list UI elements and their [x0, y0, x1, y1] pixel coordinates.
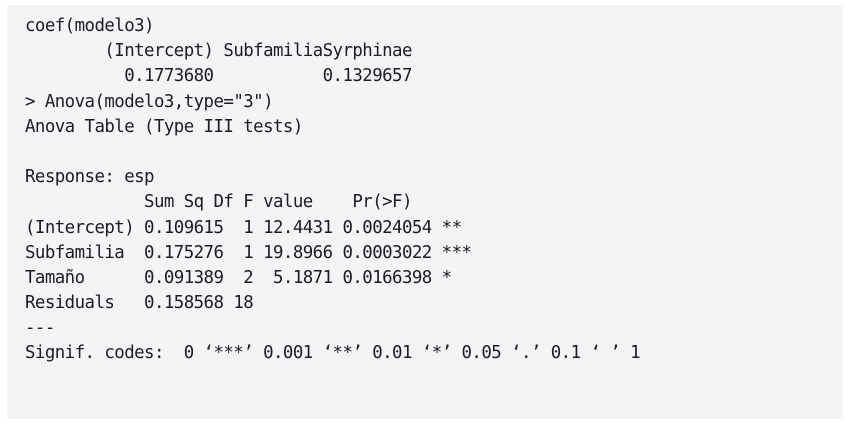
- console-line-response: Response: esp: [25, 167, 155, 188]
- console-line-row-tamano: Tamaño 0.091389 2 5.1871 0.0166398 *: [25, 267, 452, 288]
- console-line-row-residuals: Residuals 0.158568 18: [25, 293, 254, 314]
- console-line-table-header: Sum Sq Df F value Pr(>F): [25, 192, 412, 213]
- console-line-separator: ---: [25, 318, 55, 339]
- console-line-signif-codes: Signif. codes: 0 ‘***’ 0.001 ‘**’ 0.01 ‘…: [25, 343, 641, 364]
- console-line-coef-names: (Intercept) SubfamiliaSyrphinae: [25, 41, 412, 62]
- console-line-row-subfamilia: Subfamilia 0.175276 1 19.8966 0.0003022 …: [25, 242, 472, 263]
- console-line-coef-values: 0.1773680 0.1329657: [25, 66, 412, 87]
- console-line-anova-title: Anova Table (Type III tests): [25, 116, 303, 137]
- console-line-coef-command: coef(modelo3): [25, 16, 155, 36]
- r-console-output-panel[interactable]: coef(modelo3) (Intercept) SubfamiliaSyrp…: [7, 5, 843, 419]
- console-line-blank: [7, 140, 843, 165]
- console-line-row-intercept: (Intercept) 0.109615 1 12.4431 0.0024054…: [25, 217, 462, 238]
- console-line-anova-command: > Anova(modelo3,type="3"): [25, 91, 274, 112]
